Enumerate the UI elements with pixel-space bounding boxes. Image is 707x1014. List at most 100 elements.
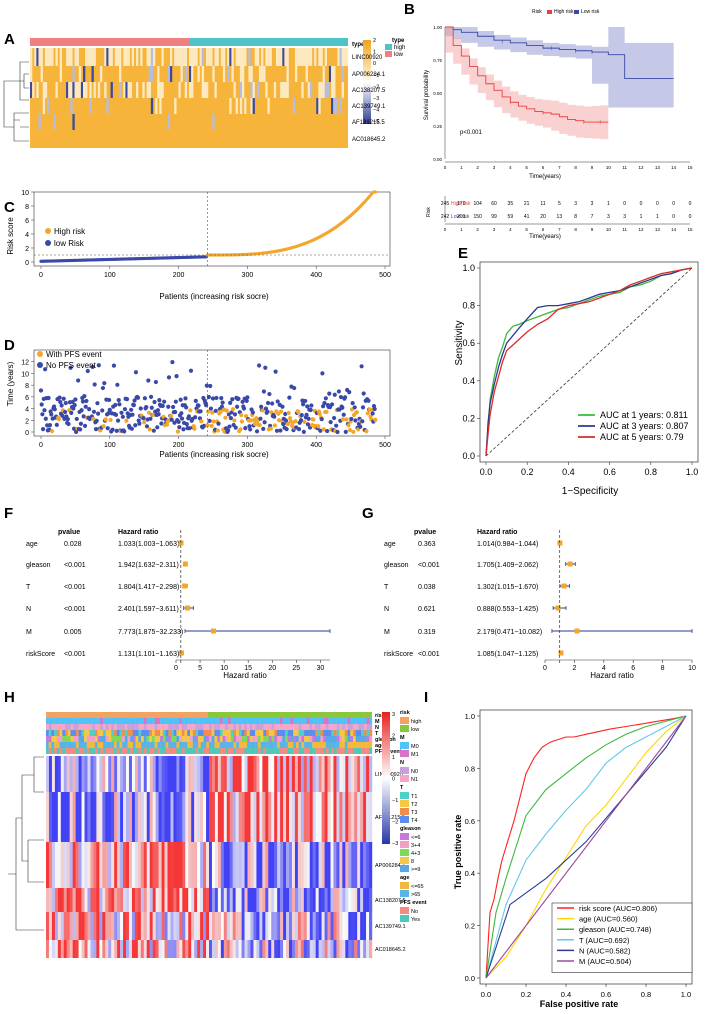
h-annot-cell [111,736,115,742]
h-annot-cell [113,724,117,730]
h-cell [360,756,364,792]
h-annot-cell [127,730,131,736]
h-annot-cell [92,718,96,724]
h-cell [223,756,227,792]
h-annot-cell [222,742,226,748]
a-cell [104,82,107,98]
h-annotation-bars [46,712,373,754]
h-cell [271,792,275,842]
h-cell [369,912,373,940]
panel-letter-b: B [404,1,415,18]
h-annot-cell [211,724,215,730]
h-annot-cell [97,730,101,736]
h-annot-cell [165,718,169,724]
d-point-noevent [335,429,340,435]
h-cell [300,940,305,958]
d-point-noevent [148,394,154,399]
h-cell [342,912,346,940]
d-point-noevent [58,399,63,405]
d-point-noevent [144,404,149,410]
i-legend-label: N (AUC=0.582) [579,946,631,955]
h-cell [265,940,269,958]
a-cell [93,48,96,66]
h-annot-cell [170,736,174,742]
d-point-noevent [336,389,342,394]
d-point-noevent [183,396,188,401]
d-ytick: 12 [21,360,29,367]
c-ytick: 2 [25,246,29,253]
h-annot-cell [78,730,82,736]
f-row-hr: 1.942(1.632−2.311) [118,562,179,569]
d-point-noevent [196,403,201,408]
h-annot-cell [165,730,169,736]
a-cell [55,82,58,98]
h-annot-cell [138,748,142,754]
a-cell [167,66,171,82]
h-annot-cell [268,724,272,730]
b-legend-high: High risk [554,9,574,15]
a-cell [123,82,126,98]
h-annot-cell [162,742,166,748]
h-cell [126,792,130,842]
h-cell [167,792,171,842]
a-cell [30,82,33,98]
h-cell [128,912,133,940]
h-cell [321,888,325,912]
panel-letter-a: A [4,31,15,48]
h-annot-cell [94,736,98,742]
h-cell [283,888,287,912]
h-cell [369,940,373,958]
h-annot-cell [160,736,164,742]
h-cell [283,756,287,792]
h-annot-cell [336,736,340,742]
a-cell [36,48,39,66]
h-annot-cell [54,730,58,736]
a-cell [227,48,230,66]
h-cell [170,888,174,912]
h-annot-cell [222,736,226,742]
h-annot-cell [105,742,109,748]
a-cell [46,48,50,66]
h-annot-cell [295,730,299,736]
h-cell [250,888,254,912]
h-annot-cell [236,724,240,730]
a-cell [343,48,347,66]
h-annot-cell [89,748,93,754]
h-annot-cell [154,724,158,730]
d-point-noevent [361,391,366,396]
h-cell [152,940,156,958]
h-cell [93,888,97,912]
h-cell [209,888,213,912]
b-ytick: 0.25 [433,124,442,129]
h-annot-cell [274,742,278,748]
h-cell [191,912,195,940]
h-annot-cell [184,736,188,742]
h-cell [238,756,242,792]
h-annot-cell [274,730,278,736]
d-point-noevent [107,407,112,412]
h-annot-cell [347,736,351,742]
h-cell [241,756,245,792]
h-cell [262,912,266,940]
a-cell [70,48,73,66]
h-cell [336,940,340,958]
d-point-event [205,423,210,428]
h-annot-cell [67,718,71,724]
a-scale-tick: −3 [373,96,379,102]
h-annot-cell [146,718,150,724]
a-scale-tick: 2 [373,38,376,44]
h-cell [75,912,79,940]
h-cell [93,940,97,958]
h-annot-cell [51,730,55,736]
f-row-label: T [26,584,31,591]
h-annot-cell [361,742,365,748]
h-cell [345,888,349,912]
a-row-bg [30,130,348,148]
h-cell [161,842,165,888]
h-cell [167,940,171,958]
h-annot-cell [333,748,337,754]
h-cell [182,756,186,792]
a-cell [97,82,101,98]
h-annot-cell [325,730,329,736]
h-cell [360,912,364,940]
